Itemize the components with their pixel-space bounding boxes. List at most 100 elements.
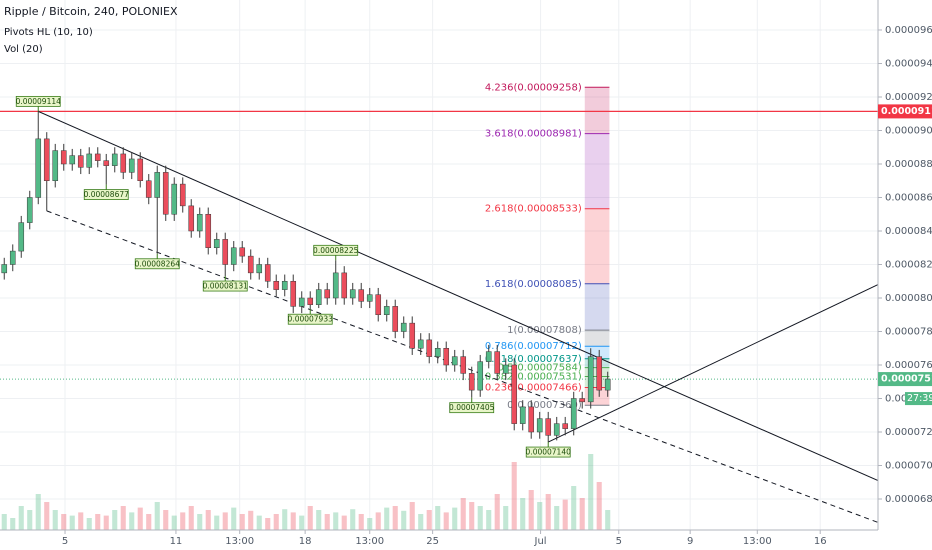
candle-body (9, 250, 16, 265)
volume-bar (324, 514, 330, 530)
volume-bar (197, 514, 203, 530)
candle-body (145, 180, 152, 198)
candle-body (230, 247, 237, 265)
volume-bar (69, 515, 75, 530)
candle-body (1, 264, 8, 274)
fib-label: 1.618(0.00008085) (485, 279, 582, 290)
candle-body (511, 364, 518, 424)
y-tick-label: 0.00008800 (885, 159, 932, 170)
candle-body (485, 351, 492, 362)
volume-bar (95, 514, 101, 530)
volume-bar (392, 506, 398, 530)
volume-bar (129, 512, 135, 530)
fib-label: 0.236(0.00007466) (485, 382, 582, 393)
candle-body (596, 356, 603, 391)
volume-bar (486, 510, 492, 530)
candle-body (26, 197, 33, 223)
volume-bar (341, 515, 347, 530)
pivot-label: 0.00008225 (313, 246, 359, 255)
volume-bar (188, 506, 194, 530)
volume-bar (460, 498, 466, 530)
volume-bar (299, 515, 305, 530)
volume-bar (44, 502, 50, 530)
volume-bar (401, 510, 407, 530)
volume-bar (469, 502, 475, 530)
volume-bar (214, 515, 220, 530)
candle-body (366, 294, 373, 302)
candle-body (35, 138, 42, 198)
volume-bar (511, 462, 517, 530)
volume-bar (231, 507, 237, 530)
candle-body (315, 289, 322, 305)
volume-bar (409, 502, 415, 530)
volume-bar (146, 514, 152, 530)
candle-body (477, 361, 484, 391)
candle-body (587, 356, 594, 403)
volume-bar (588, 454, 594, 530)
candle-body (502, 364, 509, 374)
y-tick-label: 0.00007200 (885, 427, 932, 438)
fib-band (584, 330, 610, 347)
y-tick-label: 0.00009000 (885, 125, 932, 136)
volume-bar (596, 482, 602, 530)
candle-body (392, 306, 399, 332)
volume-bar (256, 515, 262, 530)
y-tick-label: 0.00009400 (885, 58, 932, 69)
candle-body (358, 289, 365, 302)
candle-body (196, 213, 203, 232)
candle-body (171, 183, 178, 215)
volume-bar (477, 506, 483, 530)
volume-bar (205, 510, 211, 530)
pivot-label: 0.00008131 (203, 282, 249, 291)
pivot-label: 0.00009114 (16, 97, 62, 106)
volume-bar (1, 514, 7, 530)
fib-band (584, 87, 610, 134)
pivot-box (525, 446, 571, 458)
pivot-label: 0.00007140 (526, 448, 572, 457)
x-tick-label: 9 (687, 536, 693, 547)
candle-body (460, 356, 467, 374)
candle-body (69, 155, 76, 165)
fib-label: 0.5(0.00007584) (498, 363, 582, 374)
candle-body (137, 158, 144, 181)
volume-bar (350, 509, 356, 530)
y-tick-label: 0.00007600 (885, 360, 932, 371)
candle-body (256, 264, 263, 274)
pivot-box (15, 95, 61, 107)
candle-body (536, 418, 543, 433)
x-tick-label: 13:00 (225, 536, 254, 547)
candle-body (120, 153, 127, 173)
candle-body (349, 289, 356, 299)
volume-bar (545, 494, 551, 530)
x-tick-label: 5 (616, 536, 622, 547)
volume-bar (180, 512, 186, 530)
price-tag-label: 0.00009114 (881, 106, 932, 117)
volume-bar (384, 507, 390, 530)
pivot-label: 0.00007933 (288, 315, 334, 324)
fib-label: 0.786(0.00007712) (485, 341, 582, 352)
pivot-label: 0.00008677 (84, 190, 130, 199)
volume-bar (333, 512, 339, 530)
fib-band (584, 208, 610, 284)
pivot-label: 0.00008264 (135, 259, 181, 268)
candle-body (298, 297, 305, 307)
x-tick-label: Jul (534, 536, 547, 547)
y-tick-label: 0.00008200 (885, 259, 932, 270)
candle-body (417, 339, 424, 349)
volume-bar (265, 518, 271, 530)
candle-body (443, 348, 450, 366)
x-tick-label: 13:00 (355, 536, 384, 547)
candle-body (77, 155, 84, 168)
volume-bar (18, 506, 24, 530)
trend-line (548, 284, 878, 443)
volume-bar (112, 510, 118, 530)
candle-body (332, 272, 339, 299)
x-tick-label: 5 (62, 536, 68, 547)
volume-bar (528, 490, 534, 530)
volume-bar (273, 514, 279, 530)
candle-body (341, 272, 348, 299)
price-tag (878, 372, 932, 387)
volume-bar (435, 506, 441, 530)
candle-body (205, 213, 212, 248)
